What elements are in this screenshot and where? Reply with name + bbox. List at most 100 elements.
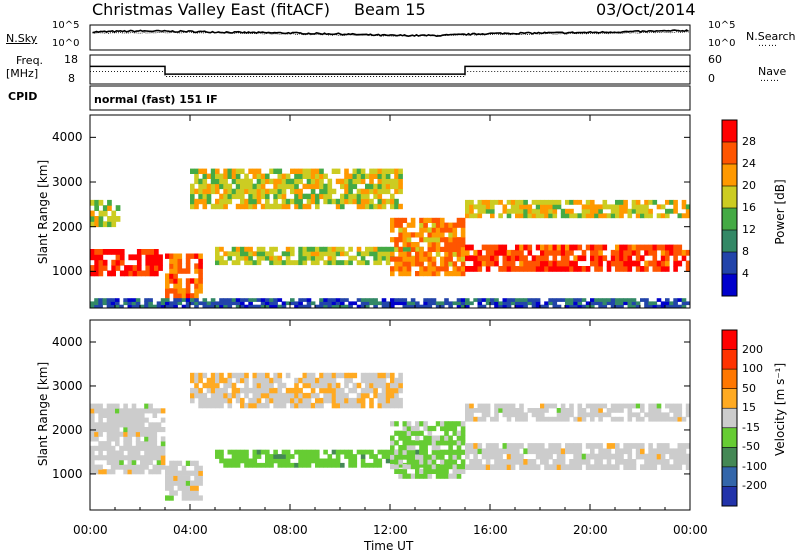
- velocity-cell: [406, 421, 412, 427]
- velocity-cell: [248, 387, 253, 394]
- power-cell: [465, 301, 470, 306]
- power-cell: [290, 183, 295, 190]
- power-cell: [107, 216, 112, 222]
- velocity-cell: [452, 468, 458, 474]
- velocity-cell: [131, 450, 137, 456]
- power-cell: [294, 198, 299, 205]
- velocity-cell: [465, 408, 470, 413]
- power-cell: [290, 198, 295, 205]
- power-cell: [506, 249, 512, 256]
- velocity-cell: [360, 372, 366, 379]
- velocity-cell: [119, 422, 124, 428]
- power-cell: [285, 173, 291, 179]
- power-cell: [569, 301, 574, 306]
- power-cell: [644, 244, 649, 251]
- velocity-cell: [123, 445, 128, 451]
- power-cell: [306, 193, 312, 200]
- velocity-cell: [648, 448, 653, 455]
- velocity-cell: [190, 377, 195, 384]
- velocity-cell: [681, 448, 687, 455]
- velocity-cell: [502, 464, 508, 470]
- power-cell: [473, 204, 478, 210]
- power-cell: [269, 260, 274, 266]
- power-cell: [365, 188, 370, 195]
- power-cell: [315, 304, 320, 309]
- power-cell: [519, 304, 524, 309]
- velocity-cell: [481, 408, 487, 413]
- power-cell: [677, 249, 683, 256]
- power-cell: [665, 249, 670, 256]
- velocity-cell: [535, 416, 541, 422]
- power-cell: [490, 204, 495, 210]
- velocity-cell: [210, 372, 216, 379]
- power-cell: [102, 301, 108, 306]
- power-cell: [281, 251, 287, 257]
- power-cell: [260, 188, 266, 195]
- velocity-cell: [285, 462, 291, 468]
- power-cell: [158, 254, 163, 261]
- power-cell: [665, 199, 670, 205]
- velocity-cell: [440, 473, 445, 479]
- velocity-cell: [610, 408, 616, 413]
- velocity-cell: [165, 480, 170, 486]
- power-cell: [144, 304, 149, 309]
- velocity-cell: [590, 408, 595, 413]
- power-cell: [523, 204, 528, 210]
- power-cell: [660, 260, 666, 267]
- power-cell: [344, 260, 349, 266]
- power-cell: [306, 168, 312, 174]
- velocity-cell: [290, 397, 295, 404]
- velocity-cell: [365, 449, 370, 455]
- power-cell: [565, 301, 570, 306]
- power-cell: [310, 183, 316, 190]
- velocity-cell: [144, 427, 149, 433]
- power-cell: [340, 198, 345, 205]
- velocity-cell: [515, 453, 520, 460]
- power-cell: [215, 246, 220, 252]
- power-cell: [265, 255, 270, 261]
- velocity-cell: [131, 431, 137, 437]
- power-cell: [248, 188, 253, 195]
- power-cell: [319, 173, 324, 179]
- power-cell: [98, 199, 104, 206]
- velocity-cell: [135, 422, 141, 428]
- power-cell: [635, 260, 641, 267]
- velocity-cell: [252, 377, 258, 384]
- power-cell: [381, 198, 387, 205]
- velocity-cell: [556, 443, 562, 449]
- power-cell: [149, 254, 155, 261]
- power-cell: [177, 301, 183, 306]
- velocity-cell: [377, 449, 383, 455]
- power-cell: [398, 237, 403, 243]
- velocity-cell: [369, 449, 374, 455]
- velocity-cell: [285, 397, 291, 404]
- power-cell: [619, 208, 624, 214]
- power-cell: [569, 199, 574, 205]
- velocity-cell: [344, 402, 349, 409]
- power-cell: [260, 203, 266, 210]
- power-cell: [419, 261, 424, 267]
- power-cell: [377, 173, 383, 179]
- velocity-cell: [110, 408, 116, 414]
- power-cell: [158, 259, 163, 266]
- velocity-colorbar-swatch: [722, 427, 737, 448]
- velocity-cell: [544, 459, 549, 465]
- power-cell: [290, 168, 295, 174]
- velocity-cell: [265, 397, 270, 404]
- power-cell: [394, 301, 399, 306]
- power-cell: [331, 251, 337, 257]
- power-cell: [369, 298, 374, 302]
- power-cell: [627, 244, 633, 251]
- power-cell: [306, 183, 312, 190]
- velocity-cell: [531, 464, 537, 470]
- power-cell: [360, 301, 366, 306]
- power-cell: [240, 298, 245, 302]
- power-cell: [606, 301, 612, 306]
- velocity-cell: [256, 449, 262, 455]
- velocity-cell: [423, 459, 428, 465]
- power-cell: [485, 199, 491, 205]
- power-cell: [107, 249, 112, 255]
- velocity-cell: [565, 408, 570, 413]
- power-cell: [169, 253, 174, 259]
